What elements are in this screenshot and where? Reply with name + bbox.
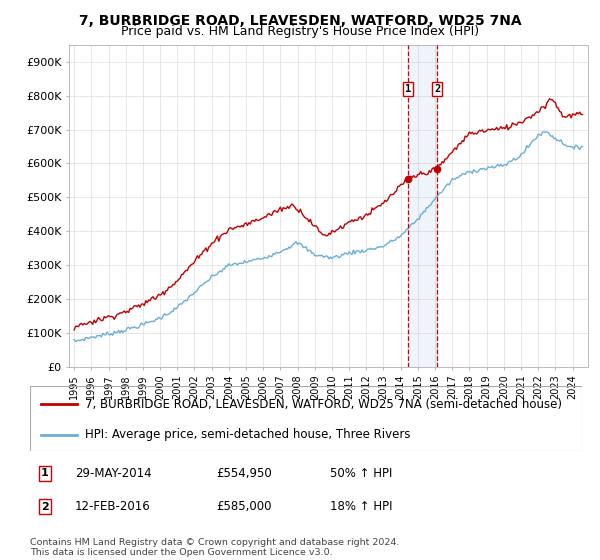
Text: 1: 1 bbox=[404, 84, 411, 94]
Text: 50% ↑ HPI: 50% ↑ HPI bbox=[330, 466, 392, 480]
Text: £585,000: £585,000 bbox=[216, 500, 271, 514]
Text: 7, BURBRIDGE ROAD, LEAVESDEN, WATFORD, WD25 7NA: 7, BURBRIDGE ROAD, LEAVESDEN, WATFORD, W… bbox=[79, 14, 521, 28]
Text: 12-FEB-2016: 12-FEB-2016 bbox=[75, 500, 151, 514]
Text: 18% ↑ HPI: 18% ↑ HPI bbox=[330, 500, 392, 514]
Text: 2: 2 bbox=[41, 502, 49, 512]
Text: Contains HM Land Registry data © Crown copyright and database right 2024.
This d: Contains HM Land Registry data © Crown c… bbox=[30, 538, 400, 557]
Bar bbox=[408, 45, 437, 367]
Text: 1: 1 bbox=[41, 468, 49, 478]
Text: 2: 2 bbox=[434, 84, 440, 94]
Text: HPI: Average price, semi-detached house, Three Rivers: HPI: Average price, semi-detached house,… bbox=[85, 428, 410, 441]
Text: Price paid vs. HM Land Registry's House Price Index (HPI): Price paid vs. HM Land Registry's House … bbox=[121, 25, 479, 38]
Text: £554,950: £554,950 bbox=[216, 466, 272, 480]
Text: 7, BURBRIDGE ROAD, LEAVESDEN, WATFORD, WD25 7NA (semi-detached house): 7, BURBRIDGE ROAD, LEAVESDEN, WATFORD, W… bbox=[85, 398, 562, 411]
Text: 29-MAY-2014: 29-MAY-2014 bbox=[75, 466, 152, 480]
